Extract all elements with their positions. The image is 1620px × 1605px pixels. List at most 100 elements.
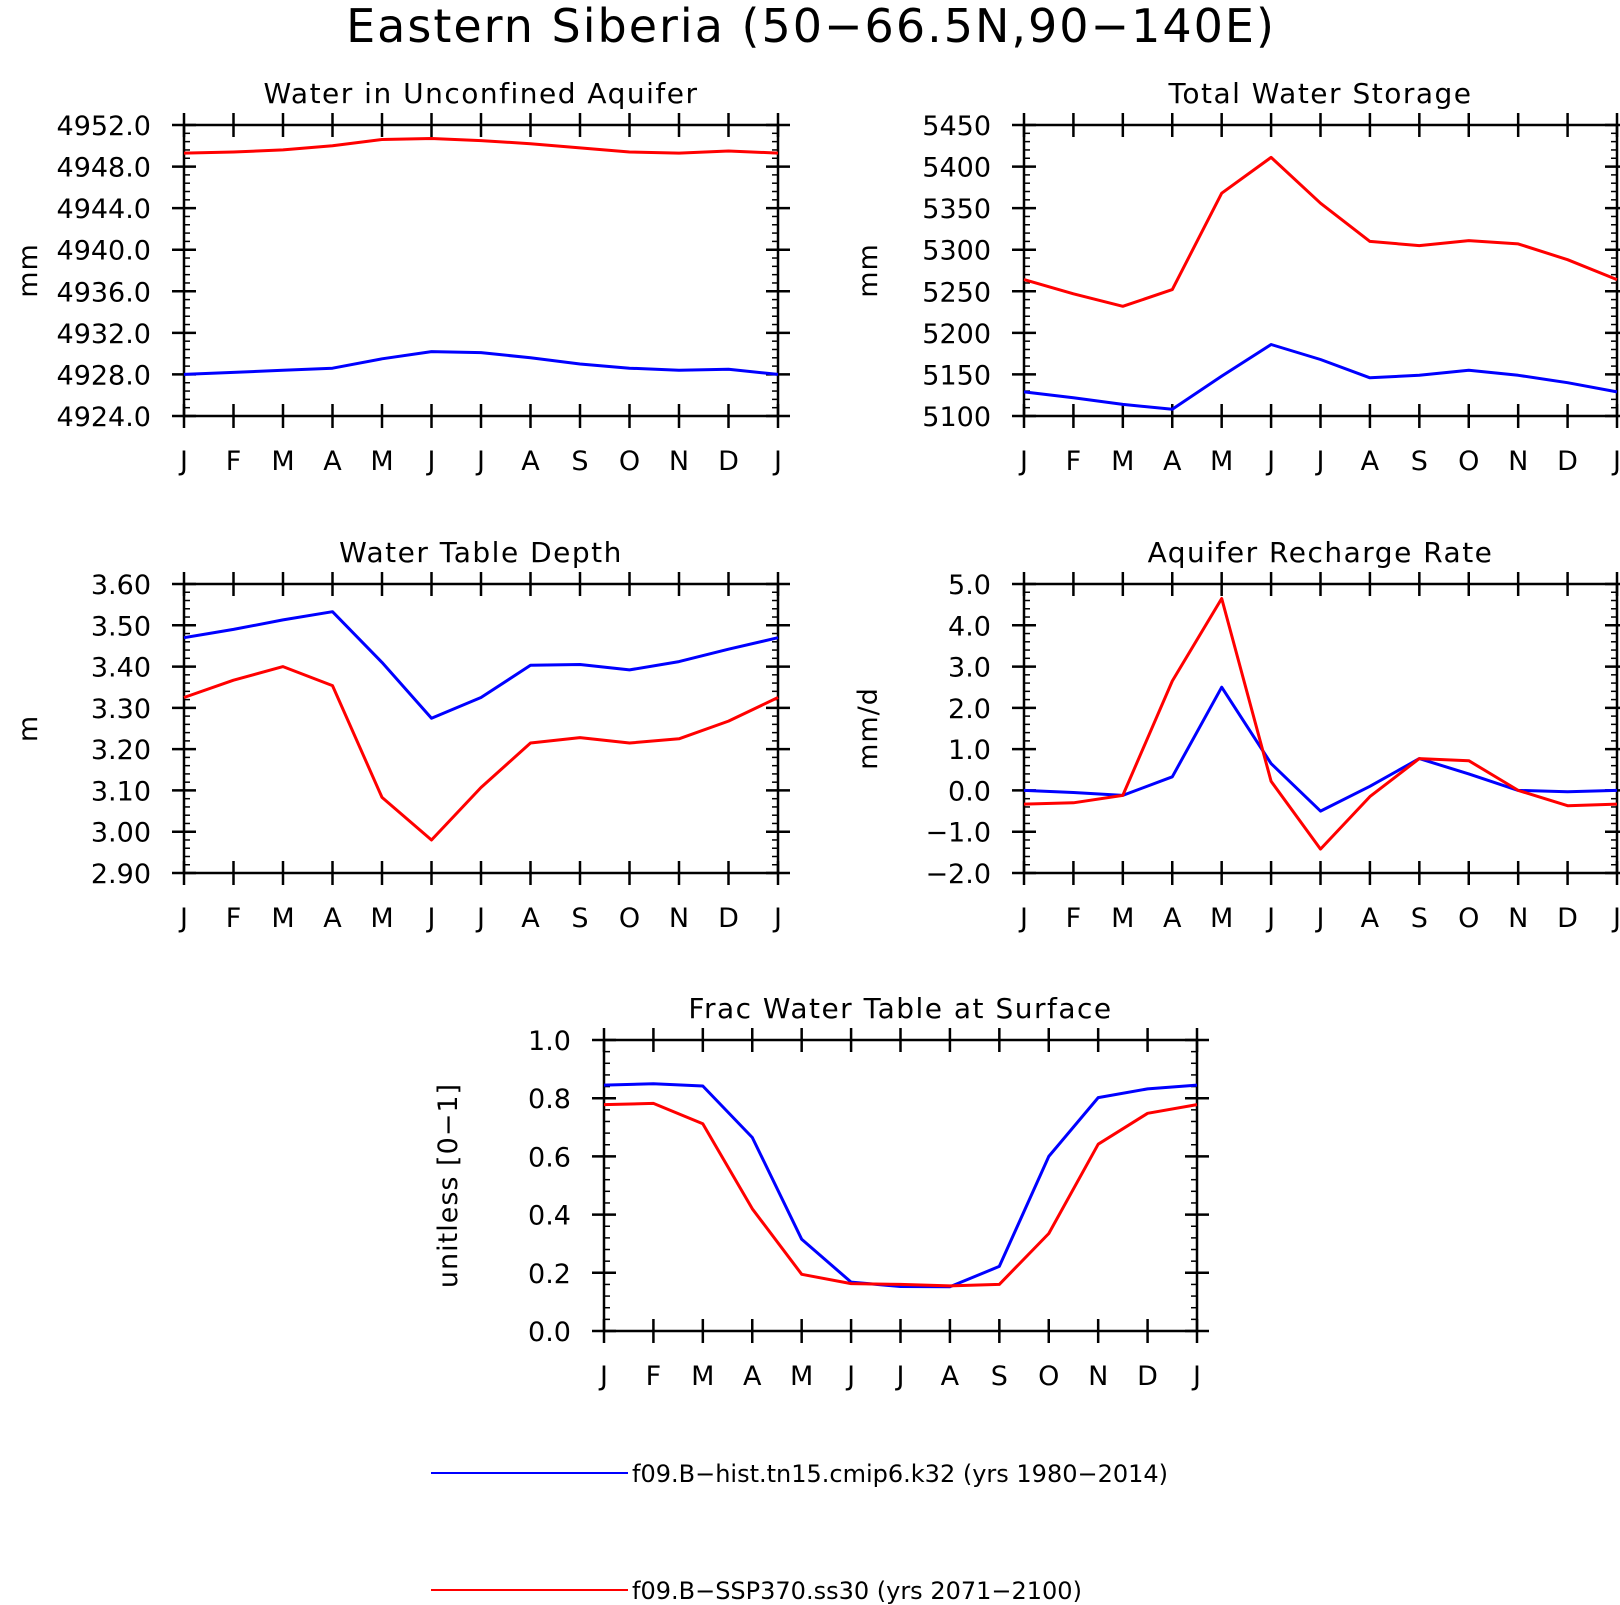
x-tick-label: M <box>1111 903 1134 934</box>
series-line-ssp <box>183 137 779 155</box>
x-tick-label: J <box>1611 446 1620 477</box>
x-tick-label: D <box>718 446 739 477</box>
panel-2: Total Water Storage mm 5100 5150 5200 5250 530… <box>853 77 1620 477</box>
y-axis-label: mm/d <box>853 687 884 770</box>
y-tick-label: 4928.0 <box>57 360 151 391</box>
y-axis-label: unitless [0−1] <box>433 1083 464 1288</box>
x-tick-label: S <box>1411 446 1428 477</box>
x-tick-label: J <box>475 446 485 477</box>
x-tick-label: O <box>1458 903 1479 934</box>
x-tick-label: A <box>1163 446 1182 477</box>
x-tick-label: M <box>1210 446 1233 477</box>
panels: Water in Unconfined Aquifer mm 4924.0 4928.… <box>13 77 1620 1392</box>
y-tick-label: 1.0 <box>948 735 991 766</box>
x-tick-label: F <box>1066 903 1082 934</box>
series-line-ssp <box>1023 597 1618 851</box>
y-tick-label: 0.6 <box>528 1142 571 1173</box>
x-tick-label: D <box>1557 903 1578 934</box>
x-tick-label: S <box>991 1361 1008 1392</box>
series-line-hist <box>1023 343 1618 411</box>
x-tick-label: M <box>1210 903 1233 934</box>
x-tick-label: J <box>426 446 436 477</box>
y-tick-label: 3.50 <box>91 611 151 642</box>
y-tick-label: 5450 <box>922 111 991 142</box>
x-tick-label: M <box>370 903 393 934</box>
y-tick-label: 4940.0 <box>57 236 151 267</box>
y-tick-label: 5300 <box>922 236 991 267</box>
x-tick-label: A <box>1361 446 1380 477</box>
y-tick-label: 4936.0 <box>57 277 151 308</box>
y-tick-label: 0.8 <box>528 1084 571 1115</box>
panel-3: Water Table Depth m 2.90 3.00 3.10 3.20 3.30 3.… <box>13 536 790 934</box>
x-tick-label: N <box>1508 446 1528 477</box>
y-tick-label: 3.0 <box>948 653 991 684</box>
y-tick-label: 0.2 <box>528 1259 571 1290</box>
y-axis-label: mm <box>853 243 884 298</box>
plot-frame <box>182 582 780 875</box>
x-tick-label: N <box>669 446 689 477</box>
y-axis-label: m <box>13 715 44 742</box>
x-tick-label: F <box>1066 446 1082 477</box>
panel-title: Water in Unconfined Aquifer <box>264 77 699 110</box>
y-tick-label: 5350 <box>922 194 991 225</box>
x-tick-label: O <box>1458 446 1479 477</box>
x-tick-label: F <box>226 446 242 477</box>
x-tick-label: A <box>521 903 540 934</box>
y-tick-label: −2.0 <box>925 859 991 890</box>
y-tick-label: 3.30 <box>91 694 151 725</box>
x-tick-label: J <box>1265 446 1275 477</box>
y-tick-label: 3.10 <box>91 776 151 807</box>
y-tick-label: 4948.0 <box>57 153 151 184</box>
x-tick-label: J <box>475 903 485 934</box>
x-tick-label: O <box>619 446 640 477</box>
x-tick-label: A <box>743 1361 762 1392</box>
x-tick-label: J <box>178 903 188 934</box>
x-tick-label: A <box>1361 903 1380 934</box>
x-tick-label: F <box>226 903 242 934</box>
x-tick-label: N <box>1508 903 1528 934</box>
x-tick-label: A <box>323 446 342 477</box>
plot-frame <box>182 123 780 418</box>
x-tick-label: D <box>718 903 739 934</box>
x-tick-label: F <box>646 1361 662 1392</box>
series-line-ssp <box>1023 155 1618 308</box>
y-tick-label: 4924.0 <box>57 402 151 433</box>
plot-frame <box>1022 123 1619 418</box>
x-tick-label: M <box>271 903 294 934</box>
x-tick-label: J <box>1191 1361 1201 1392</box>
x-tick-label: O <box>1038 1361 1059 1392</box>
y-tick-label: 4932.0 <box>57 319 151 350</box>
x-tick-label: J <box>895 1361 905 1392</box>
panel-title: Frac Water Table at Surface <box>688 992 1112 1025</box>
x-tick-label: S <box>571 446 588 477</box>
x-tick-label: J <box>178 446 188 477</box>
legend-item-hist: f09.B−hist.tn15.cmip6.k32 (yrs 1980−2014… <box>431 1460 1168 1488</box>
x-tick-label: M <box>691 1361 714 1392</box>
y-tick-label: 4952.0 <box>57 111 151 142</box>
x-tick-label: J <box>1018 446 1028 477</box>
series-line-hist <box>183 350 779 376</box>
x-tick-label: A <box>1163 903 1182 934</box>
x-tick-label: A <box>323 903 342 934</box>
x-tick-label: J <box>1018 903 1028 934</box>
x-tick-label: M <box>1111 446 1134 477</box>
y-tick-label: 4.0 <box>948 611 991 642</box>
y-tick-label: 0.4 <box>528 1201 571 1232</box>
y-tick-label: 0.0 <box>528 1317 571 1348</box>
legend-label-ssp: f09.B−SSP370.ss30 (yrs 2071−2100) <box>632 1577 1082 1605</box>
figure-title: Eastern Siberia (50−66.5N,90−140E) <box>346 0 1276 53</box>
x-tick-label: O <box>619 903 640 934</box>
y-tick-label: 3.20 <box>91 735 151 766</box>
y-tick-label: 0.0 <box>948 776 991 807</box>
x-tick-label: J <box>598 1361 608 1392</box>
y-tick-label: 4944.0 <box>57 194 151 225</box>
y-axis-label: mm <box>13 243 44 298</box>
x-tick-label: A <box>521 446 540 477</box>
panel-4: Aquifer Recharge Rate mm/d −2.0 −1.0 0.0 1.0 2… <box>853 536 1620 934</box>
x-tick-label: J <box>772 446 782 477</box>
x-tick-label: J <box>772 903 782 934</box>
plot-frame <box>1022 582 1619 875</box>
y-tick-label: 2.90 <box>91 859 151 890</box>
x-tick-label: D <box>1557 446 1578 477</box>
y-tick-label: 2.0 <box>948 694 991 725</box>
